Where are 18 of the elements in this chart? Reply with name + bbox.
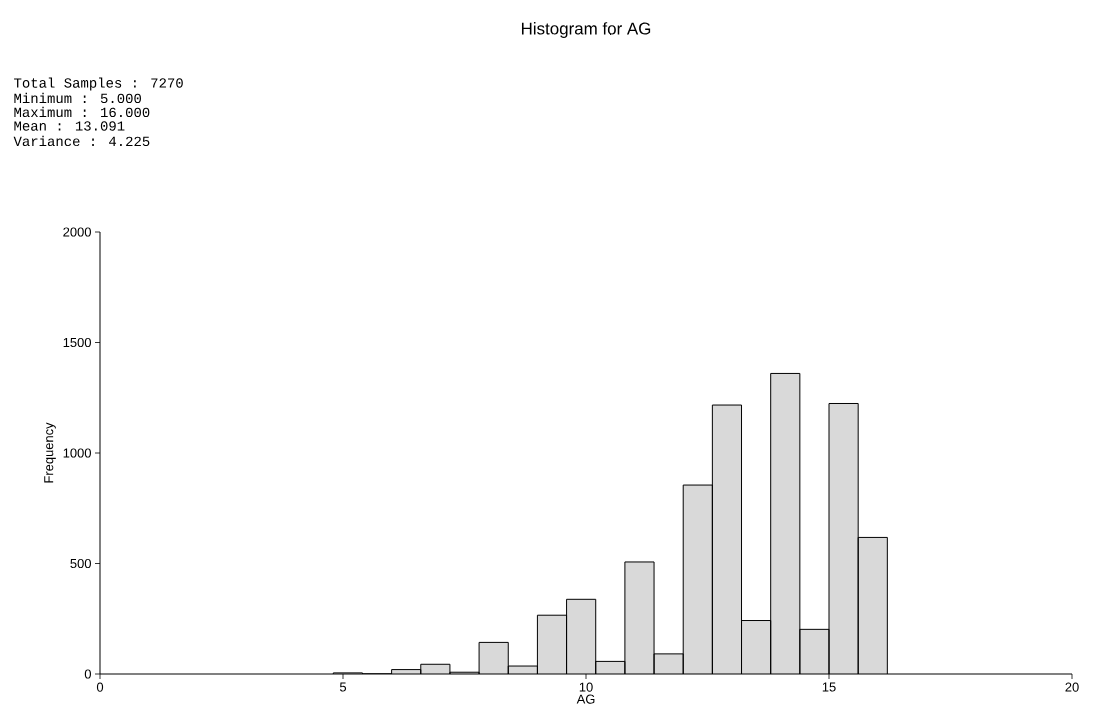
x-tick-label: 15 [822,682,836,692]
text: Minimum : 5.000 [14,92,141,104]
text: Maximum : 16.000 [14,106,150,118]
text: Total Samples : 7270 [14,77,183,91]
y-tick-label: 0 [84,669,91,679]
y-tick-label: 1000 [63,448,91,458]
y-tick-label: 1500 [63,337,91,348]
text: Mean : 13.091 [14,121,125,131]
x-axis-title: AG [576,694,595,704]
y-tick-label: 500 [70,558,91,569]
y-tick-label: 2000 [63,227,91,237]
text: Variance : 4.225 [13,135,150,147]
x-tick-label: 10 [579,682,593,692]
x-tick-label: 5 [339,682,347,692]
y-axis-title: Frequency [44,422,56,483]
chart-title: Histogram for AG [521,22,651,38]
x-tick-label: 0 [96,682,104,692]
x-tick-label: 20 [1065,682,1079,692]
